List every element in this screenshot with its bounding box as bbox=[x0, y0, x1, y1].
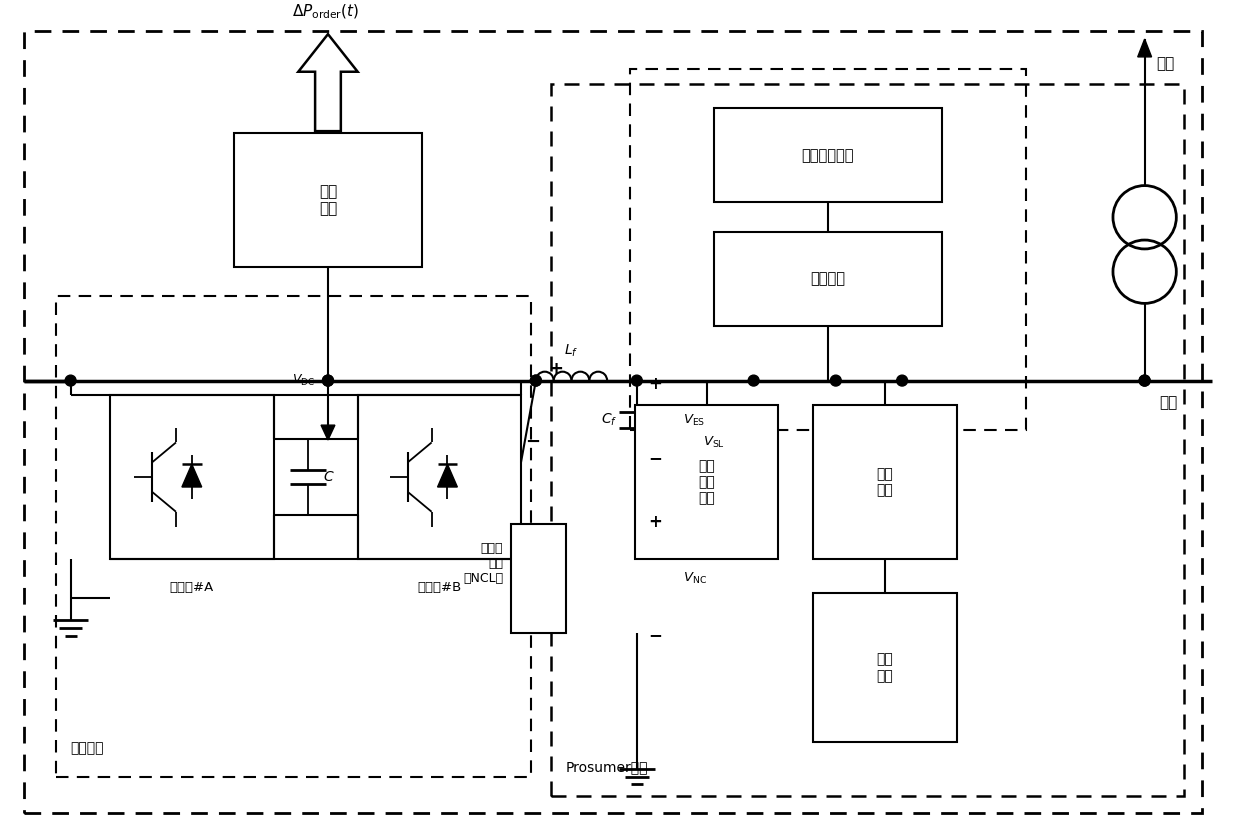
Text: 变流器#A: 变流器#A bbox=[170, 581, 214, 593]
Circle shape bbox=[830, 375, 841, 386]
Bar bbox=[813, 406, 957, 558]
Text: $C_f$: $C_f$ bbox=[601, 412, 617, 429]
Bar bbox=[110, 396, 274, 558]
Circle shape bbox=[632, 375, 642, 386]
Text: −: − bbox=[525, 433, 540, 451]
Text: 非关键
负载
（NCL）: 非关键 负载 （NCL） bbox=[463, 542, 503, 585]
Circle shape bbox=[322, 375, 333, 386]
Text: 电动
汽车: 电动 汽车 bbox=[876, 652, 893, 683]
Circle shape bbox=[530, 375, 541, 386]
Bar bbox=[714, 108, 942, 203]
Text: Prosumer单元: Prosumer单元 bbox=[565, 760, 648, 774]
Circle shape bbox=[897, 375, 907, 386]
Text: $V_{\rm NC}$: $V_{\rm NC}$ bbox=[684, 571, 707, 586]
Text: 智能负载: 智能负载 bbox=[71, 740, 104, 755]
Text: −: − bbox=[649, 449, 663, 467]
Text: 变流设备: 变流设备 bbox=[810, 272, 845, 287]
Text: +: + bbox=[649, 375, 663, 392]
Polygon shape bbox=[299, 34, 358, 131]
Text: 家庭
关键
负载: 家庭 关键 负载 bbox=[699, 459, 715, 505]
Bar bbox=[512, 524, 565, 633]
Circle shape bbox=[1139, 375, 1150, 386]
Polygon shape bbox=[321, 425, 335, 440]
Text: +: + bbox=[649, 514, 663, 531]
Text: $V_{\rm DC}$: $V_{\rm DC}$ bbox=[291, 372, 315, 387]
Polygon shape bbox=[1137, 39, 1151, 57]
Text: 控制
回路: 控制 回路 bbox=[318, 184, 337, 216]
Text: $\Delta P_{\rm order}(t)$: $\Delta P_{\rm order}(t)$ bbox=[292, 2, 359, 22]
Text: $L_f$: $L_f$ bbox=[564, 342, 579, 359]
Text: 变流器#B: 变流器#B bbox=[418, 581, 461, 593]
Text: 并网: 并网 bbox=[1156, 57, 1175, 71]
Circle shape bbox=[322, 375, 333, 386]
Circle shape bbox=[1139, 375, 1150, 386]
Text: $V_{\rm SL}$: $V_{\rm SL}$ bbox=[704, 435, 725, 450]
Circle shape bbox=[66, 375, 76, 386]
Bar bbox=[629, 69, 1026, 430]
Text: 母线: 母线 bbox=[1160, 395, 1178, 410]
Bar bbox=[358, 396, 522, 558]
Text: −: − bbox=[649, 626, 663, 644]
Bar bbox=[714, 232, 942, 326]
Circle shape bbox=[748, 375, 760, 386]
Text: +: + bbox=[548, 360, 564, 378]
Bar bbox=[234, 133, 422, 267]
Text: 充电
设备: 充电 设备 bbox=[876, 467, 893, 497]
Circle shape bbox=[530, 375, 541, 386]
Bar bbox=[634, 406, 778, 558]
Bar bbox=[56, 297, 530, 776]
Text: $V_{\rm ES}$: $V_{\rm ES}$ bbox=[684, 413, 706, 428]
Text: 户用光伏阵列: 户用光伏阵列 bbox=[802, 148, 854, 163]
Polygon shape bbox=[437, 465, 457, 487]
Text: $C$: $C$ bbox=[323, 470, 335, 484]
Bar bbox=[550, 84, 1184, 796]
Bar bbox=[813, 593, 957, 742]
Polygon shape bbox=[182, 465, 202, 487]
